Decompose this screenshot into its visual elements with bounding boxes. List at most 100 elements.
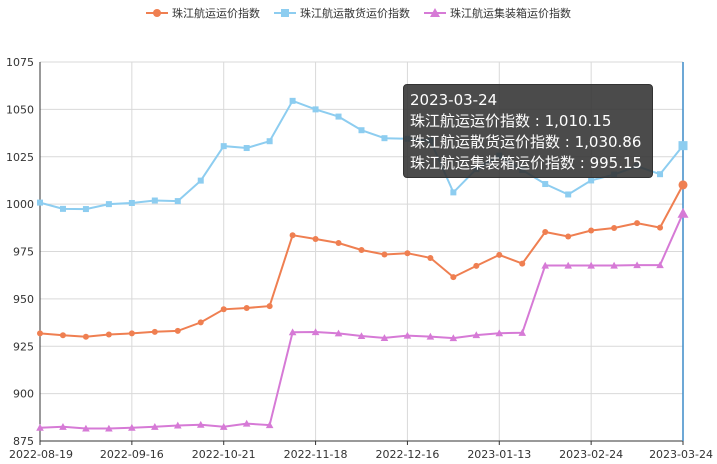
data-point-triangle: [495, 329, 504, 337]
tooltip-row: 珠江航运运价指数 : 1,010.15: [410, 112, 612, 130]
data-point-triangle: [173, 421, 182, 429]
data-point-triangle: [128, 423, 136, 431]
data-point-circle: [542, 228, 549, 235]
data-point-triangle: [587, 261, 595, 269]
data-point-circle: [243, 304, 250, 311]
y-tick-label: 925: [13, 340, 34, 353]
data-point-circle: [59, 332, 66, 339]
series-line: [39, 212, 684, 430]
data-point-square: [657, 171, 664, 178]
data-point-triangle: [541, 261, 550, 269]
data-point-circle: [197, 319, 204, 326]
data-point-circle: [427, 254, 434, 261]
data-point-square: [335, 113, 342, 120]
data-point-triangle: [633, 261, 641, 269]
data-point-square: [588, 177, 595, 184]
data-point-triangle: [472, 331, 481, 339]
data-point-circle: [105, 331, 112, 338]
y-tick-label: 1000: [6, 198, 34, 211]
data-point-circle: [220, 306, 227, 313]
legend-item-bulk-index[interactable]: 珠江航运散货运价指数: [274, 4, 410, 22]
data-point-square: [243, 145, 250, 152]
data-point-circle: [128, 330, 135, 337]
data-point-square: [37, 199, 43, 206]
data-point-triangle: [311, 328, 320, 336]
data-point-triangle: [151, 422, 159, 430]
data-point-circle: [519, 260, 526, 267]
x-tick-label: 2023-01-13: [467, 448, 531, 461]
data-point-triangle: [449, 334, 458, 342]
data-point-triangle: [334, 329, 343, 337]
data-point-triangle: [59, 422, 67, 430]
y-tick-label: 1025: [6, 151, 34, 164]
data-point-square: [105, 201, 112, 208]
data-point-triangle: [357, 332, 366, 340]
data-point-circle: [174, 327, 181, 334]
data-point-triangle: [403, 331, 412, 339]
data-point-circle: [678, 180, 688, 190]
tooltip: 2023-03-24 珠江航运运价指数 : 1,010.15 珠江航运散货运价指…: [403, 84, 653, 178]
data-point-triangle: [219, 422, 228, 430]
data-point-circle: [588, 227, 595, 234]
data-point-square: [542, 181, 549, 188]
tooltip-date: 2023-03-24: [410, 91, 498, 109]
legend-square-icon: [274, 7, 296, 19]
data-point-square: [82, 206, 89, 213]
data-point-triangle: [426, 332, 435, 340]
data-point-square: [59, 205, 66, 212]
data-point-triangle: [242, 419, 251, 427]
data-point-triangle: [82, 424, 90, 432]
data-point-square: [174, 198, 181, 205]
data-point-circle: [335, 239, 342, 246]
y-tick-label: 875: [13, 435, 34, 448]
legend-triangle-icon: [424, 7, 446, 19]
x-tick-label: 2022-11-18: [284, 448, 348, 461]
legend-item-container-index[interactable]: 珠江航运集装箱运价指数: [424, 4, 571, 22]
data-point-circle: [37, 330, 43, 337]
tooltip-row: 珠江航运散货运价指数 : 1,030.86: [410, 133, 642, 151]
data-point-circle: [312, 235, 319, 242]
x-tick-label: 2022-08-19: [9, 448, 73, 461]
data-point-circle: [404, 250, 411, 257]
data-point-circle: [473, 262, 480, 269]
data-point-square: [565, 191, 572, 198]
data-point-square: [678, 141, 688, 151]
data-point-square: [289, 97, 296, 104]
data-point-circle: [565, 233, 572, 240]
legend-item-freight-index[interactable]: 珠江航运运价指数: [146, 4, 260, 22]
data-point-circle: [381, 251, 388, 258]
legend-label: 珠江航运散货运价指数: [300, 7, 410, 20]
data-point-circle: [450, 274, 457, 281]
data-point-triangle: [610, 261, 618, 269]
data-point-circle: [82, 333, 89, 340]
x-tick-label: 2023-03-24: [649, 448, 713, 461]
x-tick-label: 2022-09-16: [100, 448, 164, 461]
data-point-square: [266, 138, 273, 145]
data-point-triangle: [105, 424, 113, 432]
tooltip-row: 珠江航运集装箱运价指数 : 995.15: [410, 154, 643, 172]
data-point-triangle: [288, 328, 297, 336]
y-tick-label: 1075: [6, 56, 34, 69]
data-point-square: [381, 135, 388, 142]
data-point-circle: [657, 224, 664, 231]
data-point-triangle: [677, 207, 689, 218]
x-tick-label: 2022-10-21: [192, 448, 256, 461]
data-point-triangle: [36, 423, 44, 431]
legend-circle-icon: [146, 7, 168, 19]
y-tick-label: 975: [13, 246, 34, 259]
data-point-triangle: [196, 420, 205, 428]
data-point-circle: [266, 303, 273, 310]
y-tick-label: 950: [13, 293, 34, 306]
legend-label: 珠江航运集装箱运价指数: [450, 7, 571, 20]
data-point-square: [151, 197, 158, 204]
data-point-square: [358, 127, 365, 134]
y-tick-label: 1050: [6, 103, 34, 116]
legend-label: 珠江航运运价指数: [172, 7, 260, 20]
data-point-square: [197, 177, 204, 184]
x-tick-label: 2022-12-16: [375, 448, 439, 461]
data-point-square: [312, 106, 319, 113]
data-point-triangle: [564, 261, 572, 269]
data-point-square: [450, 189, 457, 196]
data-point-circle: [358, 246, 365, 253]
